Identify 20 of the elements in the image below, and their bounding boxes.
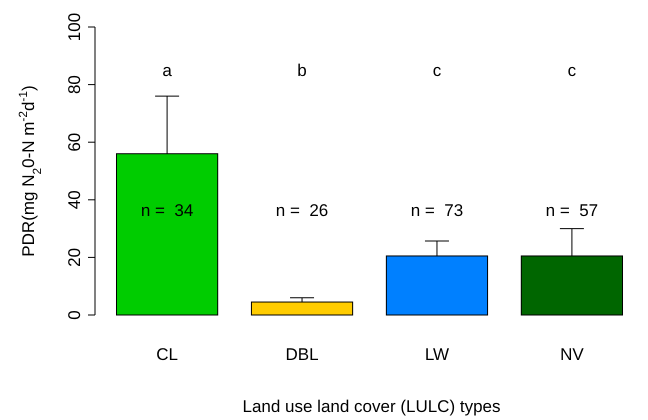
bar	[250, 302, 354, 316]
annotation: n = 26	[276, 201, 328, 220]
y-tick-label: 60	[65, 132, 84, 152]
annotation: n = 73	[410, 201, 464, 220]
annotation: n = 34	[140, 201, 194, 220]
annotation: c	[432, 61, 442, 80]
annotation: b	[297, 61, 307, 80]
x-tick-label: NV	[560, 345, 584, 364]
y-tick-label: 40	[65, 190, 84, 210]
x-axis-title: Land use land cover (LULC) types	[242, 397, 500, 416]
annotation: n = 57	[546, 201, 598, 220]
annotation: c	[568, 61, 577, 80]
x-tick-label: CL	[156, 345, 178, 364]
y-tick-label: 20	[65, 248, 84, 267]
annotation: a	[162, 61, 172, 80]
x-tick-label: DBL	[285, 345, 319, 364]
y-tick-label: 100	[65, 12, 84, 42]
y-tick-label: 0	[65, 310, 84, 320]
y-tick-label: 80	[65, 75, 84, 94]
x-tick-label: LW	[424, 345, 450, 364]
